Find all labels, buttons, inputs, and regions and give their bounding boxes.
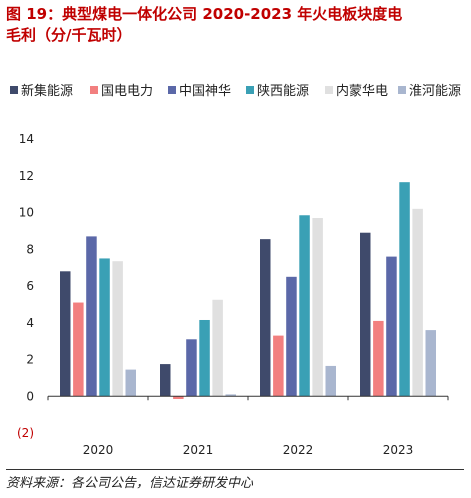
bar bbox=[173, 396, 184, 400]
bar bbox=[373, 320, 384, 397]
bar bbox=[212, 299, 223, 397]
legend-swatch bbox=[325, 85, 333, 94]
bar bbox=[112, 261, 123, 397]
bar bbox=[225, 394, 236, 397]
x-tick-label: 2022 bbox=[283, 443, 314, 457]
y-tick-label: 10 bbox=[19, 206, 34, 220]
bar bbox=[299, 215, 310, 397]
legend-item: 淮河能源 bbox=[398, 80, 461, 99]
legend-item: 内蒙华电 bbox=[325, 80, 388, 99]
chart-title: 图 19：典型煤电一体化公司 2020-2023 年火电板块度电 毛利（分/千瓦… bbox=[6, 4, 466, 46]
bar bbox=[199, 319, 210, 397]
legend-label: 中国神华 bbox=[179, 84, 232, 99]
bar bbox=[125, 369, 136, 397]
bar bbox=[99, 258, 110, 397]
chart-title-line-2: 毛利（分/千瓦时） bbox=[6, 26, 132, 44]
bar bbox=[186, 339, 197, 397]
bar bbox=[286, 276, 297, 397]
legend-label: 新集能源 bbox=[21, 84, 74, 99]
bar bbox=[273, 335, 284, 397]
y-tick-label: 0 bbox=[26, 389, 34, 403]
bar bbox=[399, 182, 410, 397]
legend-label: 淮河能源 bbox=[409, 84, 462, 99]
bar bbox=[360, 232, 371, 397]
chart-title-line-1: 图 19：典型煤电一体化公司 2020-2023 年火电板块度电 bbox=[6, 5, 403, 23]
bar-chart: (2) 0 2 4 6 8 10 12 14 2020 2021 2022 2023 bbox=[17, 132, 449, 457]
x-tick-label: 2020 bbox=[83, 443, 114, 457]
y-tick-label: 8 bbox=[26, 242, 34, 256]
legend-swatch bbox=[168, 85, 176, 94]
y-tick-label: 4 bbox=[26, 316, 34, 330]
y-tick-label: 2 bbox=[26, 353, 34, 367]
y-tick-label: 12 bbox=[19, 169, 34, 183]
bar bbox=[160, 364, 171, 397]
legend-swatch bbox=[246, 85, 254, 94]
legend-item: 中国神华 bbox=[168, 80, 231, 99]
y-tick-label: 14 bbox=[19, 132, 34, 146]
legend-swatch bbox=[90, 85, 98, 94]
legend-item: 新集能源 bbox=[10, 80, 73, 99]
bar bbox=[60, 271, 71, 397]
footer-divider bbox=[6, 469, 464, 470]
legend-swatch bbox=[398, 85, 406, 94]
bar bbox=[412, 208, 423, 397]
bar bbox=[312, 218, 323, 397]
chart-legend: 新集能源 国电电力 中国神华 陕西能源 内蒙华电 淮河能源 bbox=[10, 80, 470, 100]
bar bbox=[73, 302, 84, 397]
x-tick-label: 2021 bbox=[183, 443, 214, 457]
legend-item: 国电电力 bbox=[90, 80, 153, 99]
y-tick-label: (2) bbox=[17, 426, 34, 440]
legend-label: 国电电力 bbox=[101, 84, 154, 99]
bar bbox=[386, 256, 397, 397]
x-tick-label: 2023 bbox=[383, 443, 414, 457]
source-note: 资料来源：各公司公告，信达证券研发中心 bbox=[6, 476, 254, 491]
bar bbox=[260, 239, 271, 397]
legend-label: 内蒙华电 bbox=[336, 84, 389, 99]
y-tick-label: 6 bbox=[26, 279, 34, 293]
legend-swatch bbox=[10, 85, 18, 94]
bar bbox=[325, 365, 336, 397]
bar bbox=[425, 330, 436, 397]
legend-item: 陕西能源 bbox=[246, 80, 309, 99]
bar bbox=[86, 236, 97, 397]
legend-label: 陕西能源 bbox=[257, 84, 310, 99]
